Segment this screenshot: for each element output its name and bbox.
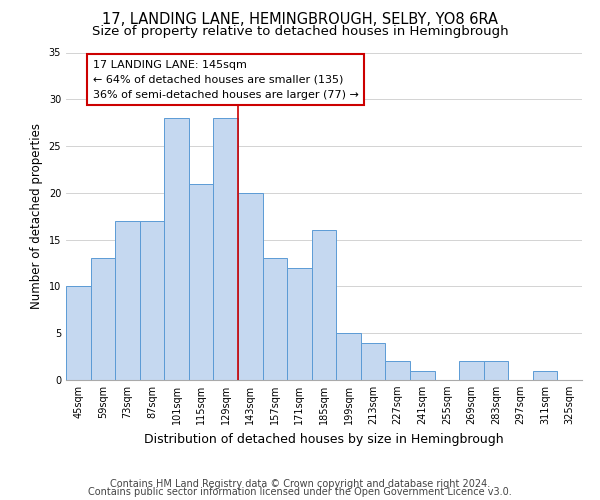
Bar: [287, 268, 312, 380]
Y-axis label: Number of detached properties: Number of detached properties: [30, 123, 43, 309]
Text: Contains HM Land Registry data © Crown copyright and database right 2024.: Contains HM Land Registry data © Crown c…: [110, 479, 490, 489]
Bar: [484, 362, 508, 380]
Bar: [533, 370, 557, 380]
Bar: [312, 230, 336, 380]
Bar: [164, 118, 189, 380]
Text: 17 LANDING LANE: 145sqm
← 64% of detached houses are smaller (135)
36% of semi-d: 17 LANDING LANE: 145sqm ← 64% of detache…: [93, 60, 359, 100]
Text: Size of property relative to detached houses in Hemingbrough: Size of property relative to detached ho…: [92, 25, 508, 38]
Bar: [459, 362, 484, 380]
X-axis label: Distribution of detached houses by size in Hemingbrough: Distribution of detached houses by size …: [144, 432, 504, 446]
Text: Contains public sector information licensed under the Open Government Licence v3: Contains public sector information licen…: [88, 487, 512, 497]
Bar: [214, 118, 238, 380]
Bar: [410, 370, 434, 380]
Bar: [66, 286, 91, 380]
Bar: [385, 362, 410, 380]
Text: 17, LANDING LANE, HEMINGBROUGH, SELBY, YO8 6RA: 17, LANDING LANE, HEMINGBROUGH, SELBY, Y…: [102, 12, 498, 28]
Bar: [115, 221, 140, 380]
Bar: [263, 258, 287, 380]
Bar: [336, 333, 361, 380]
Bar: [361, 342, 385, 380]
Bar: [189, 184, 214, 380]
Bar: [238, 193, 263, 380]
Bar: [91, 258, 115, 380]
Bar: [140, 221, 164, 380]
